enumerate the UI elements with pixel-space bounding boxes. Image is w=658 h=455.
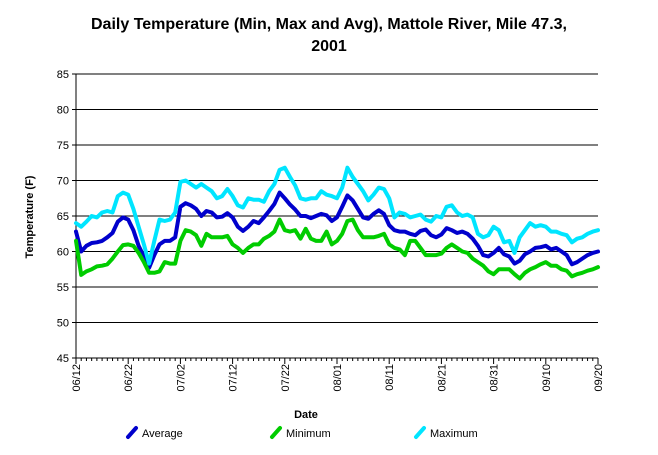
xtick-label: 06/22: [123, 364, 135, 392]
ytick-label: 80: [57, 105, 69, 117]
legend-label-average: Average: [142, 428, 183, 440]
series-line-maximum: [74, 165, 600, 266]
chart-title-line2: 2001: [311, 38, 347, 55]
xtick-label: 06/12: [71, 364, 83, 392]
xtick-label: 08/11: [384, 364, 396, 391]
ytick-label: 55: [57, 282, 69, 294]
ytick-label: 45: [57, 353, 69, 365]
xtick-label: 07/02: [175, 364, 187, 392]
xtick-label: 08/21: [436, 364, 448, 392]
ytick-label: 75: [57, 140, 69, 152]
ytick-label: 60: [57, 247, 69, 259]
ytick-label: 65: [57, 211, 69, 223]
y-axis-title: Temperature (F): [24, 175, 36, 258]
legend-label-maximum: Maximum: [430, 428, 478, 440]
xtick-label: 08/01: [332, 364, 344, 392]
legend-swatch-maximum: [414, 426, 426, 439]
legend-label-minimum: Minimum: [286, 428, 331, 440]
series-line-minimum: [74, 217, 600, 281]
x-axis-title: Date: [294, 409, 318, 421]
chart-title: Daily Temperature (Min, Max and Avg), Ma…: [0, 14, 658, 58]
legend-swatch-minimum: [270, 426, 282, 439]
y-ticks: 45 50 55 60 65 70 75 80 85: [57, 69, 76, 365]
ytick-label: 85: [57, 69, 69, 81]
series-lines: [74, 165, 600, 281]
legend-swatch-average: [126, 426, 138, 439]
xtick-label: 07/12: [228, 364, 240, 392]
series-line-average: [74, 190, 600, 270]
xtick-label: 08/31: [489, 364, 501, 392]
legend: Average Minimum Maximum: [126, 426, 478, 440]
xtick-label: 07/22: [280, 364, 292, 392]
xtick-label: 09/20: [593, 364, 605, 392]
gridlines: [76, 73, 598, 323]
xtick-label: 09/10: [541, 364, 553, 392]
x-ticks: 06/12 06/22 07/02 07/12 07/22 08/01 08/11 08/21…: [71, 358, 605, 392]
chart-title-line1: Daily Temperature (Min, Max and Avg), Ma…: [91, 16, 567, 33]
ytick-label: 50: [57, 318, 69, 330]
ytick-label: 70: [57, 176, 69, 188]
